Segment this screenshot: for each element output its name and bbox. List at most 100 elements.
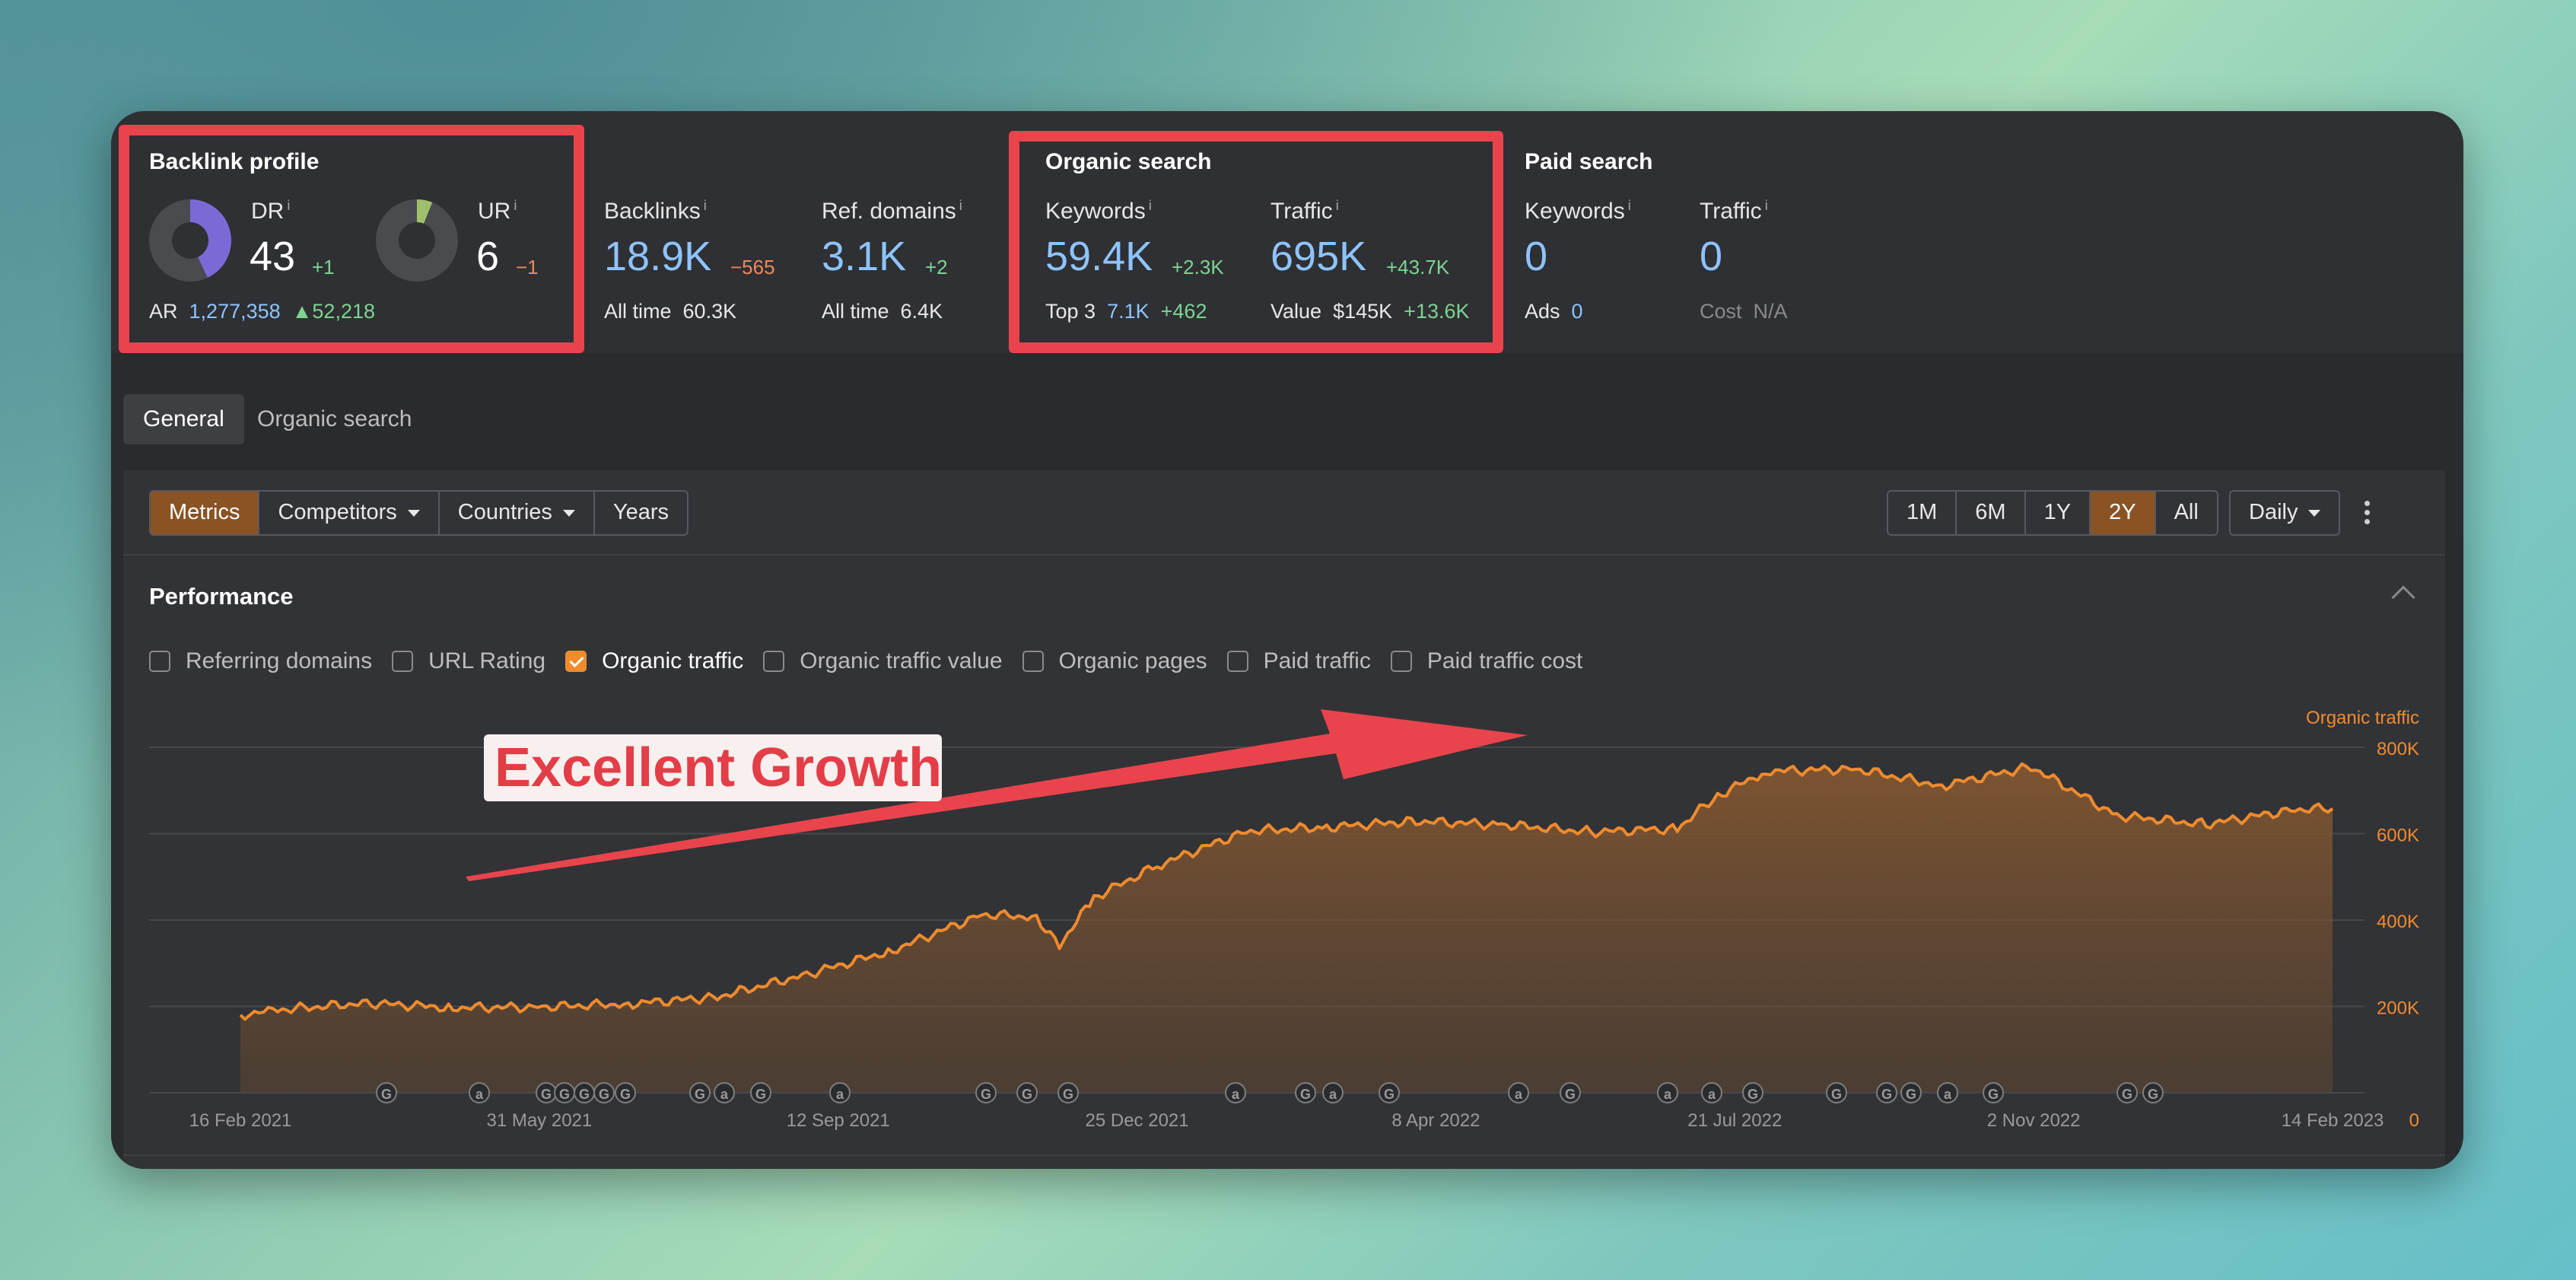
y-tick-label: 600K	[2377, 826, 2419, 846]
info-icon[interactable]: i	[514, 198, 517, 213]
paid-traffic-value[interactable]: 0	[1700, 234, 1723, 279]
checkbox-organic-traffic[interactable]: Organic traffic	[565, 648, 743, 674]
paid-keywords-label[interactable]: Keywords i	[1525, 198, 1631, 224]
metric-checkboxes: Referring domains URL Rating Organic tra…	[149, 648, 1602, 674]
annotation-marker-icon	[1701, 1082, 1722, 1103]
info-icon[interactable]: i	[287, 198, 291, 213]
interval-select[interactable]: Daily	[2231, 492, 2339, 534]
caret-down-icon	[2308, 509, 2321, 517]
backlinks-delta: −565	[730, 256, 775, 279]
google-update-marker-icon	[1983, 1082, 2004, 1103]
checkbox-box[interactable]	[565, 651, 587, 672]
backlinks-alltime: All time 60.3K	[604, 300, 737, 323]
y-tick-label: 0	[2409, 1110, 2419, 1131]
event-marker-label: G	[981, 1087, 991, 1102]
checkbox-paid-traffic-cost[interactable]: Paid traffic cost	[1390, 648, 1582, 674]
event-marker-label: G	[2148, 1087, 2158, 1102]
organic-traffic-value[interactable]: 695K	[1271, 234, 1367, 279]
checkbox-box[interactable]	[1226, 651, 1248, 672]
event-marker-label: a	[1708, 1087, 1716, 1102]
dr-ring-chart	[149, 199, 231, 282]
google-update-marker-icon	[615, 1082, 636, 1103]
event-marker-label: G	[381, 1087, 392, 1102]
backlinks-label[interactable]: Backlinks i	[604, 198, 707, 224]
ar-value[interactable]: 1,277,358	[189, 300, 281, 323]
interval-dropdown[interactable]: Daily	[2229, 490, 2341, 536]
ur-label[interactable]: UR i	[478, 198, 517, 224]
checkbox-url-rating[interactable]: URL Rating	[392, 648, 545, 674]
event-marker-label: G	[2122, 1087, 2132, 1102]
event-marker-label: G	[1063, 1087, 1073, 1102]
checkbox-referring-domains[interactable]: Referring domains	[149, 648, 372, 674]
range-6m-button[interactable]: 6M	[1957, 492, 2026, 534]
checkbox-paid-traffic[interactable]: Paid traffic	[1226, 648, 1371, 674]
organic-keywords-label[interactable]: Keywords i	[1045, 198, 1152, 224]
event-marker-label: a	[1329, 1087, 1337, 1102]
checkbox-box[interactable]	[1390, 651, 1412, 672]
ref-domains-value[interactable]: 3.1K	[822, 234, 907, 279]
info-icon[interactable]: i	[1627, 198, 1631, 213]
info-icon[interactable]: i	[1764, 198, 1768, 213]
ur-ring-chart	[376, 199, 458, 282]
organic-traffic-label[interactable]: Traffic i	[1271, 198, 1339, 224]
toolbar-divider	[123, 554, 2445, 556]
ref-domains-delta: +2	[925, 256, 948, 279]
y-tick-label: 800K	[2377, 739, 2419, 759]
checkbox-box[interactable]	[1022, 651, 1044, 672]
annotation-badge	[484, 734, 942, 801]
event-marker-label: a	[836, 1087, 844, 1102]
tab-organic-search[interactable]: Organic search	[257, 406, 412, 431]
range-1y-button[interactable]: 1Y	[2026, 492, 2091, 534]
dr-label[interactable]: DR i	[251, 198, 291, 224]
countries-dropdown[interactable]: Countries	[440, 492, 595, 534]
ar-delta: 52,218	[312, 300, 375, 323]
range-1m-button[interactable]: 1M	[1888, 492, 1957, 534]
backlink-highlight-frame	[119, 125, 584, 353]
event-marker-label: G	[755, 1087, 766, 1102]
ref-domains-label[interactable]: Ref. domains i	[822, 198, 962, 224]
annotation-marker-icon	[1225, 1082, 1246, 1103]
google-update-marker-icon	[2116, 1082, 2138, 1103]
info-icon[interactable]: i	[959, 198, 962, 213]
paid-keywords-value[interactable]: 0	[1525, 234, 1548, 279]
range-2y-button[interactable]: 2Y	[2091, 492, 2156, 534]
overview-bar	[111, 111, 2463, 353]
caret-down-icon	[407, 509, 420, 517]
caret-down-icon	[562, 509, 575, 517]
google-update-marker-icon	[1295, 1082, 1316, 1103]
x-tick-label: 25 Dec 2021	[1086, 1110, 1189, 1131]
ar-row: AR 1,277,358 ▲52,218	[149, 300, 375, 323]
info-icon[interactable]: i	[1335, 198, 1339, 213]
tab-general[interactable]: General	[123, 394, 244, 444]
dashboard-window: Backlink profile DR i 43 +1 UR i 6 −1 AR 1…	[111, 111, 2463, 1169]
more-options-icon[interactable]	[2365, 501, 2371, 528]
checkbox-box[interactable]	[763, 651, 785, 672]
backlinks-value[interactable]: 18.9K	[604, 234, 712, 279]
event-marker-label: G	[559, 1087, 570, 1102]
legend-label: Organic traffic	[2306, 708, 2419, 728]
organic-keywords-value[interactable]: 59.4K	[1045, 234, 1153, 279]
y-tick-label: 200K	[2377, 998, 2419, 1019]
growth-arrow-icon	[466, 709, 1528, 881]
ur-value: 6	[476, 234, 500, 279]
metrics-button[interactable]: Metrics	[151, 492, 260, 534]
info-icon[interactable]: i	[1148, 198, 1152, 213]
google-update-marker-icon	[1742, 1082, 1763, 1103]
annotation-marker-icon	[1937, 1082, 1958, 1103]
organic-keywords-delta: +2.3K	[1172, 256, 1224, 279]
event-marker-label: a	[1232, 1087, 1240, 1102]
checkbox-box[interactable]	[392, 651, 414, 672]
range-all-button[interactable]: All	[2174, 500, 2199, 524]
event-marker-label: G	[1565, 1087, 1576, 1102]
paid-traffic-label[interactable]: Traffic i	[1700, 198, 1768, 224]
metrics-toolbar: Metrics Competitors Countries Years	[149, 490, 689, 536]
event-marker-label: G	[1022, 1087, 1032, 1102]
checkbox-box[interactable]	[149, 651, 170, 672]
competitors-dropdown[interactable]: Competitors	[259, 492, 440, 534]
info-icon[interactable]: i	[703, 198, 707, 213]
checkbox-organic-traffic-value[interactable]: Organic traffic value	[763, 648, 1003, 674]
years-button[interactable]: Years	[612, 500, 669, 524]
checkbox-organic-pages[interactable]: Organic pages	[1022, 648, 1207, 674]
annotation-marker-icon	[1322, 1082, 1344, 1103]
event-marker-label: G	[1906, 1087, 1916, 1102]
